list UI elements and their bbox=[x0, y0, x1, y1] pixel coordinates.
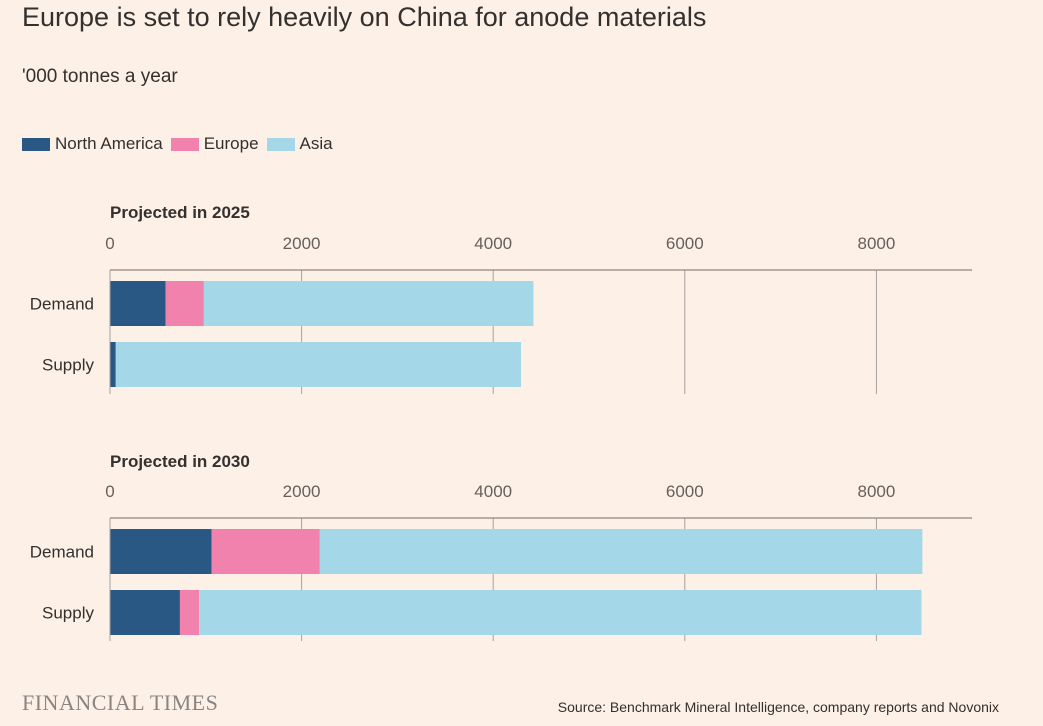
x-tick-label: 8000 bbox=[857, 482, 895, 501]
legend-label-north-america: North America bbox=[55, 134, 163, 153]
chart-panel-2: Projected in 2030 0 2000 4000 6000 8000 Demand… bbox=[30, 452, 972, 641]
chart-panel-1: Projected in 2025 0 2000 4000 6000 8000 Demand… bbox=[30, 203, 972, 394]
legend-swatch-north-america bbox=[22, 137, 50, 151]
x-tick-label: 8000 bbox=[857, 234, 895, 253]
bar-north-america-demand bbox=[110, 529, 212, 574]
legend-item-asia: Asia bbox=[266, 134, 333, 154]
y-category-label: Demand bbox=[30, 543, 94, 562]
legend-item-europe: Europe bbox=[170, 134, 259, 154]
source-note: Source: Benchmark Mineral Intelligence, … bbox=[557, 699, 999, 715]
bar-asia-demand bbox=[203, 281, 534, 326]
legend-label-europe: Europe bbox=[203, 134, 259, 153]
bar-north-america-supply bbox=[110, 590, 180, 635]
x-tick-label: 6000 bbox=[666, 482, 704, 501]
panel-title: Projected in 2025 bbox=[110, 203, 250, 222]
legend-swatch-europe bbox=[170, 137, 199, 151]
legend-item-north-america: North America bbox=[22, 134, 163, 154]
x-tick-label: 2000 bbox=[283, 234, 321, 253]
bar-asia-demand bbox=[319, 529, 923, 574]
y-category-label: Demand bbox=[30, 295, 94, 314]
brand-logo-text: FINANCIAL TIMES bbox=[22, 690, 219, 715]
y-category-label: Supply bbox=[42, 604, 94, 623]
legend-label-asia: Asia bbox=[299, 134, 333, 153]
x-tick-label: 0 bbox=[105, 234, 114, 253]
y-category-label: Supply bbox=[42, 356, 94, 375]
legend: North America Europe Asia bbox=[22, 134, 341, 154]
x-tick-label: 4000 bbox=[474, 482, 512, 501]
x-tick-label: 6000 bbox=[666, 234, 704, 253]
x-tick-label: 0 bbox=[105, 482, 114, 501]
bar-asia-supply bbox=[199, 590, 922, 635]
bar-asia-supply bbox=[115, 342, 521, 387]
bar-europe-supply bbox=[179, 590, 200, 635]
chart-subtitle: '000 tonnes a year bbox=[22, 66, 178, 87]
bar-europe-demand bbox=[211, 529, 320, 574]
x-tick-label: 4000 bbox=[474, 234, 512, 253]
bar-europe-demand bbox=[165, 281, 204, 326]
legend-swatch-asia bbox=[266, 137, 295, 151]
bar-north-america-demand bbox=[110, 281, 166, 326]
chart-title: Europe is set to rely heavily on China f… bbox=[22, 2, 707, 32]
x-tick-label: 2000 bbox=[283, 482, 321, 501]
bar-north-america-supply bbox=[110, 342, 116, 387]
panel-title: Projected in 2030 bbox=[110, 452, 250, 471]
